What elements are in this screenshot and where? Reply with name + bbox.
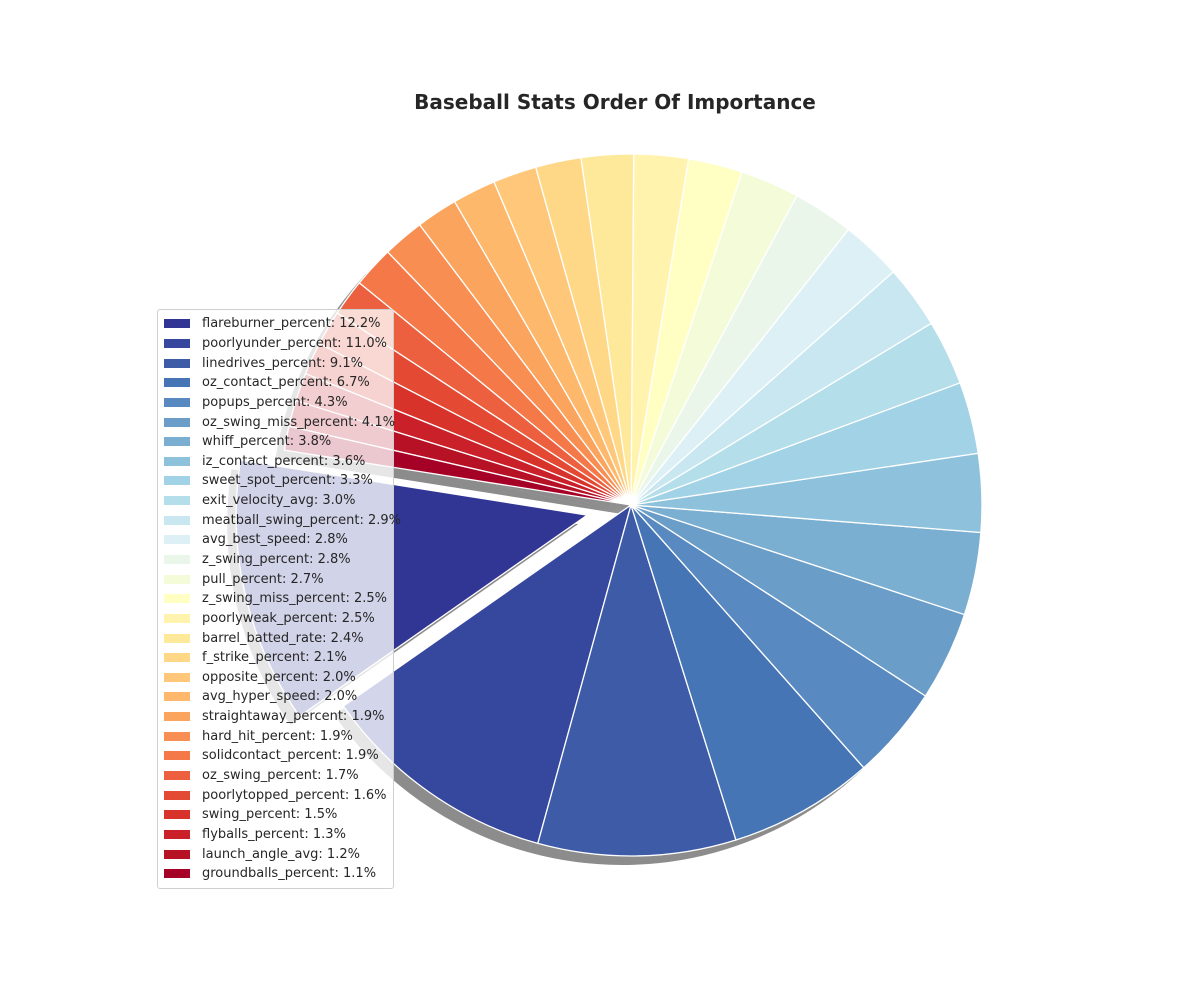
legend-item: oz_swing_miss_percent: 4.1% xyxy=(158,412,395,432)
legend-swatch xyxy=(164,692,190,702)
legend-item: exit_velocity_avg: 3.0% xyxy=(158,491,393,511)
legend-swatch xyxy=(164,555,190,564)
legend-item: poorlyunder_percent: 11.0% xyxy=(158,334,393,354)
legend-item: poorlyweak_percent: 2.5% xyxy=(158,609,393,629)
legend-label: hard_hit_percent: 1.9% xyxy=(202,728,353,744)
legend-swatch xyxy=(164,496,190,506)
legend-swatch xyxy=(164,535,190,545)
legend-item: z_swing_percent: 2.8% xyxy=(158,550,393,570)
legend-label: groundballs_percent: 1.1% xyxy=(202,866,377,882)
legend-label: flyballs_percent: 1.3% xyxy=(202,826,346,842)
legend-item: launch_angle_avg: 1.2% xyxy=(158,844,393,864)
legend-item: poorlytopped_percent: 1.6% xyxy=(158,785,393,805)
legend-swatch xyxy=(164,613,190,623)
legend-swatch xyxy=(164,476,190,486)
legend-swatch xyxy=(164,712,190,722)
legend-item: flyballs_percent: 1.3% xyxy=(158,825,393,845)
legend-swatch xyxy=(164,515,190,525)
legend-swatch xyxy=(164,751,190,761)
pie-slice-3 xyxy=(630,504,865,841)
legend-label: f_strike_percent: 2.1% xyxy=(202,650,347,666)
legend-swatch xyxy=(164,771,190,781)
legend-label: z_swing_percent: 2.8% xyxy=(202,552,351,567)
legend-item: linedrives_percent: 9.1% xyxy=(158,353,393,373)
legend-swatch xyxy=(164,417,190,427)
legend-item: pull_percent: 2.7% xyxy=(158,569,393,589)
pie-slice-2 xyxy=(537,504,737,857)
legend-item: groundballs_percent: 1.1% xyxy=(158,864,393,884)
legend-swatch xyxy=(164,574,190,584)
legend-item: oz_swing_percent: 1.7% xyxy=(158,766,393,786)
legend-label: solidcontact_percent: 1.9% xyxy=(202,748,379,764)
legend-swatch xyxy=(164,456,190,466)
legend-label: poorlyunder_percent: 11.0% xyxy=(202,335,387,351)
legend-label: flareburner_percent: 12.2% xyxy=(202,316,381,332)
legend-swatch xyxy=(164,849,190,859)
legend-item: popups_percent: 4.3% xyxy=(158,393,393,413)
legend-label: avg_hyper_speed: 2.0% xyxy=(202,689,358,705)
legend-item: oz_contact_percent: 6.7% xyxy=(158,373,393,393)
legend-item: flareburner_percent: 12.2% xyxy=(158,314,393,334)
legend-item: avg_hyper_speed: 2.0% xyxy=(158,687,393,707)
legend-swatch xyxy=(164,437,190,447)
legend-swatch xyxy=(164,378,190,388)
legend-swatch xyxy=(164,358,190,368)
legend-label: oz_swing_percent: 1.7% xyxy=(202,768,359,784)
legend-swatch xyxy=(164,790,190,800)
legend-label: straightaway_percent: 1.9% xyxy=(202,709,385,725)
legend-swatch xyxy=(164,810,190,820)
legend-swatch xyxy=(164,338,190,348)
legend-swatch xyxy=(164,829,190,839)
legend-label: popups_percent: 4.3% xyxy=(202,394,348,410)
legend-swatch xyxy=(164,319,190,329)
legend-label: swing_percent: 1.5% xyxy=(202,807,338,823)
legend-item: avg_best_speed: 2.8% xyxy=(158,530,393,550)
legend-swatch xyxy=(164,397,190,407)
legend-label: avg_best_speed: 2.8% xyxy=(202,532,348,548)
legend-label: barrel_batted_rate: 2.4% xyxy=(202,630,364,646)
legend-label: poorlyweak_percent: 2.5% xyxy=(202,610,375,626)
legend-label: pull_percent: 2.7% xyxy=(202,571,324,587)
legend-label: sweet_spot_percent: 3.3% xyxy=(202,473,373,489)
legend-item: sweet_spot_percent: 3.3% xyxy=(158,471,393,491)
legend-item: f_strike_percent: 2.1% xyxy=(158,648,393,668)
chart-title: Baseball Stats Order Of Importance xyxy=(414,90,816,114)
legend-item: meatball_swing_percent: 2.9% xyxy=(158,510,401,530)
legend-label: z_swing_miss_percent: 2.5% xyxy=(202,591,387,607)
legend-item: barrel_batted_rate: 2.4% xyxy=(158,628,393,648)
legend-label: iz_contact_percent: 3.6% xyxy=(202,453,366,469)
legend-label: opposite_percent: 2.0% xyxy=(202,669,356,685)
legend-swatch xyxy=(164,869,190,879)
legend-label: launch_angle_avg: 1.2% xyxy=(202,846,360,862)
legend-item: hard_hit_percent: 1.9% xyxy=(158,726,393,746)
legend-item: straightaway_percent: 1.9% xyxy=(158,707,393,727)
legend-swatch xyxy=(164,633,190,643)
legend-swatch xyxy=(164,594,190,604)
legend: flareburner_percent: 12.2% poorlyunder_pe… xyxy=(157,309,401,889)
legend-label: exit_velocity_avg: 3.0% xyxy=(202,493,356,509)
legend-item: z_swing_miss_percent: 2.5% xyxy=(158,589,393,609)
legend-label: meatball_swing_percent: 2.9% xyxy=(202,512,402,528)
legend-item: swing_percent: 1.5% xyxy=(158,805,393,825)
legend-label: linedrives_percent: 9.1% xyxy=(202,355,363,371)
legend-label: oz_contact_percent: 6.7% xyxy=(202,375,370,391)
pie-slices xyxy=(235,153,983,857)
legend-item: whiff_percent: 3.8% xyxy=(158,432,393,452)
legend-label: whiff_percent: 3.8% xyxy=(202,434,332,450)
legend-swatch xyxy=(164,731,190,741)
legend-item: opposite_percent: 2.0% xyxy=(158,668,393,688)
legend-swatch xyxy=(164,672,190,682)
legend-item: solidcontact_percent: 1.9% xyxy=(158,746,393,766)
legend-item: iz_contact_percent: 3.6% xyxy=(158,451,393,471)
legend-label: poorlytopped_percent: 1.6% xyxy=(202,787,387,803)
legend-swatch xyxy=(164,653,190,663)
legend-label: oz_swing_miss_percent: 4.1% xyxy=(202,414,395,430)
